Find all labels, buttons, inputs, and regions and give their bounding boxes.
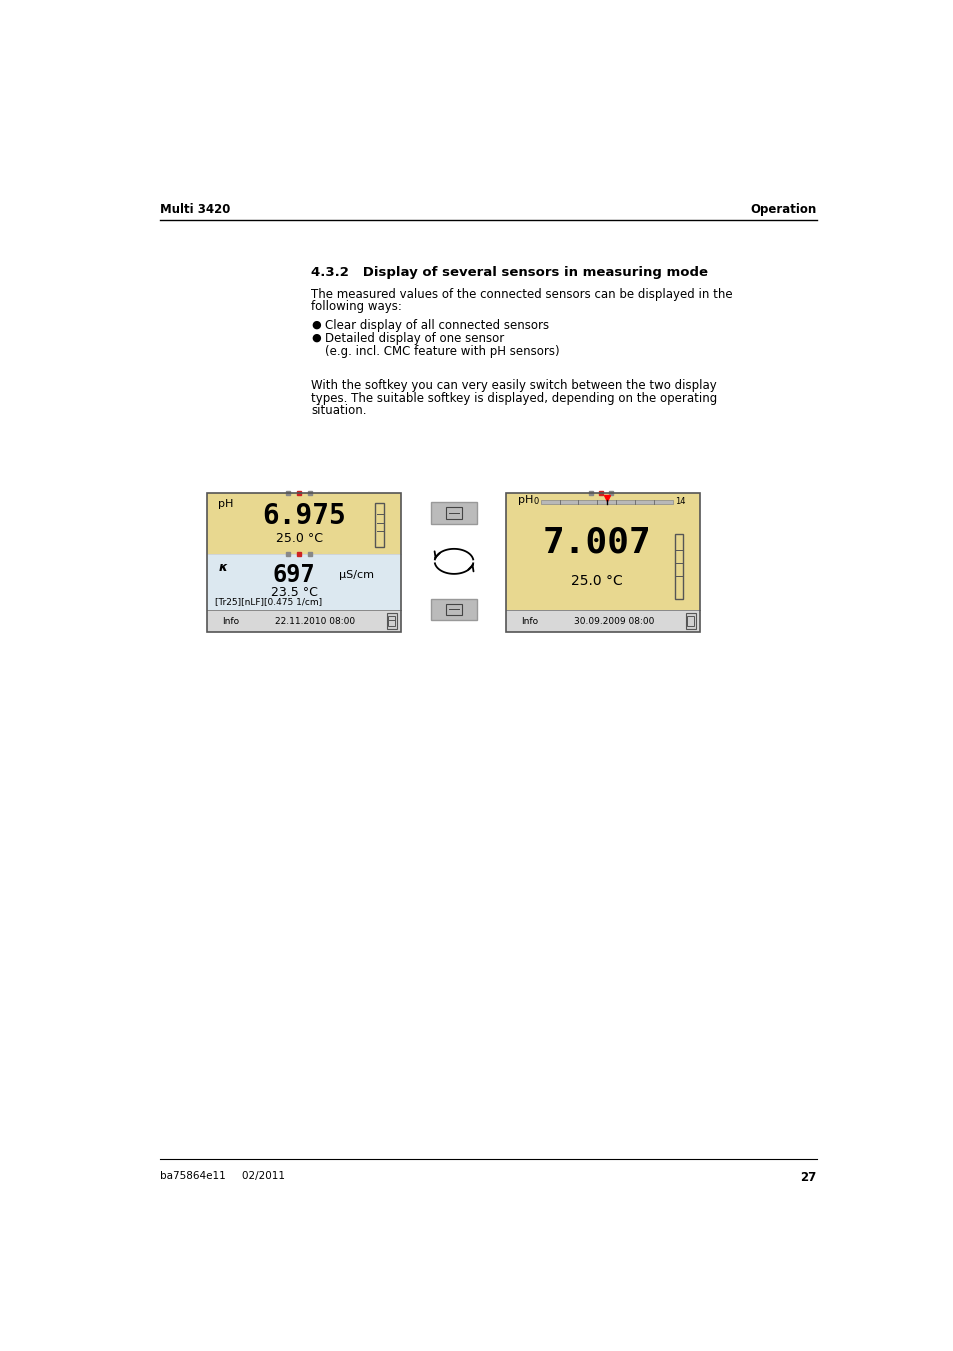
- Text: (e.g. incl. CMC feature with pH sensors): (e.g. incl. CMC feature with pH sensors): [325, 345, 559, 358]
- Text: 25.0 °C: 25.0 °C: [276, 532, 323, 546]
- Bar: [685, 613, 695, 628]
- Text: The measured values of the connected sensors can be displayed in the: The measured values of the connected sen…: [311, 288, 732, 301]
- Text: 697: 697: [273, 563, 315, 588]
- Bar: [431, 503, 476, 524]
- Text: Multi 3420: Multi 3420: [159, 204, 230, 216]
- Text: [Tr25][nLF][0.475 1/cm]: [Tr25][nLF][0.475 1/cm]: [214, 597, 321, 605]
- Text: μS/cm: μS/cm: [338, 570, 374, 581]
- Text: pH: pH: [218, 500, 233, 509]
- Bar: [207, 493, 400, 632]
- Bar: [207, 554, 400, 611]
- Text: 22.11.2010 08:00: 22.11.2010 08:00: [274, 616, 355, 626]
- Text: situation.: situation.: [311, 404, 367, 417]
- Text: 27: 27: [800, 1171, 816, 1183]
- Bar: [207, 493, 400, 632]
- Text: 14: 14: [674, 497, 684, 507]
- Bar: [674, 534, 682, 598]
- Text: With the softkey you can very easily switch between the two display: With the softkey you can very easily swi…: [311, 380, 717, 392]
- Text: types. The suitable softkey is displayed, depending on the operating: types. The suitable softkey is displayed…: [311, 392, 717, 404]
- Text: 7.007: 7.007: [542, 526, 651, 559]
- Bar: [445, 508, 461, 519]
- Text: Info: Info: [222, 616, 239, 626]
- Text: following ways:: following ways:: [311, 300, 402, 313]
- Text: Clear display of all connected sensors: Clear display of all connected sensors: [325, 319, 549, 332]
- Text: 23.5 °C: 23.5 °C: [271, 586, 317, 598]
- Text: 4.3.2   Display of several sensors in measuring mode: 4.3.2 Display of several sensors in meas…: [311, 266, 708, 280]
- Text: Operation: Operation: [750, 204, 816, 216]
- Bar: [445, 604, 461, 616]
- Text: ●: ●: [311, 319, 321, 330]
- Bar: [375, 503, 384, 547]
- Text: κ: κ: [218, 561, 227, 574]
- Bar: [431, 598, 476, 620]
- Text: 25.0 °C: 25.0 °C: [571, 574, 622, 588]
- Bar: [686, 616, 694, 626]
- Text: 30.09.2009 08:00: 30.09.2009 08:00: [573, 616, 654, 626]
- Bar: [505, 611, 699, 632]
- Bar: [505, 493, 699, 632]
- Text: ba75864e11     02/2011: ba75864e11 02/2011: [159, 1171, 284, 1181]
- Text: 6.975: 6.975: [261, 503, 345, 531]
- Text: ●: ●: [311, 332, 321, 342]
- Bar: [388, 616, 395, 626]
- Bar: [207, 493, 400, 554]
- Text: Info: Info: [521, 616, 538, 626]
- Text: Detailed display of one sensor: Detailed display of one sensor: [325, 332, 504, 346]
- Bar: [505, 493, 699, 632]
- Bar: [386, 613, 396, 628]
- Text: 0: 0: [533, 497, 537, 507]
- Bar: [540, 500, 672, 504]
- Text: pH: pH: [517, 494, 533, 505]
- Bar: [207, 611, 400, 632]
